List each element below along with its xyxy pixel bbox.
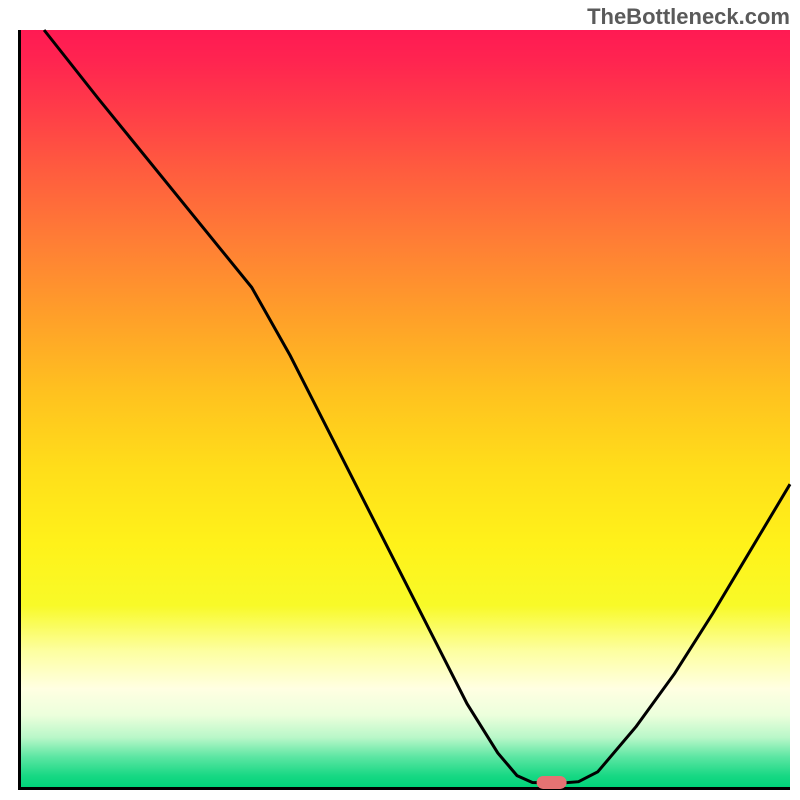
optimal-marker	[536, 776, 567, 788]
bottleneck-curve	[44, 30, 790, 783]
curve-svg	[21, 30, 790, 787]
chart-container: TheBottleneck.com	[0, 0, 800, 800]
plot-area	[18, 30, 790, 790]
watermark-text: TheBottleneck.com	[587, 4, 790, 30]
